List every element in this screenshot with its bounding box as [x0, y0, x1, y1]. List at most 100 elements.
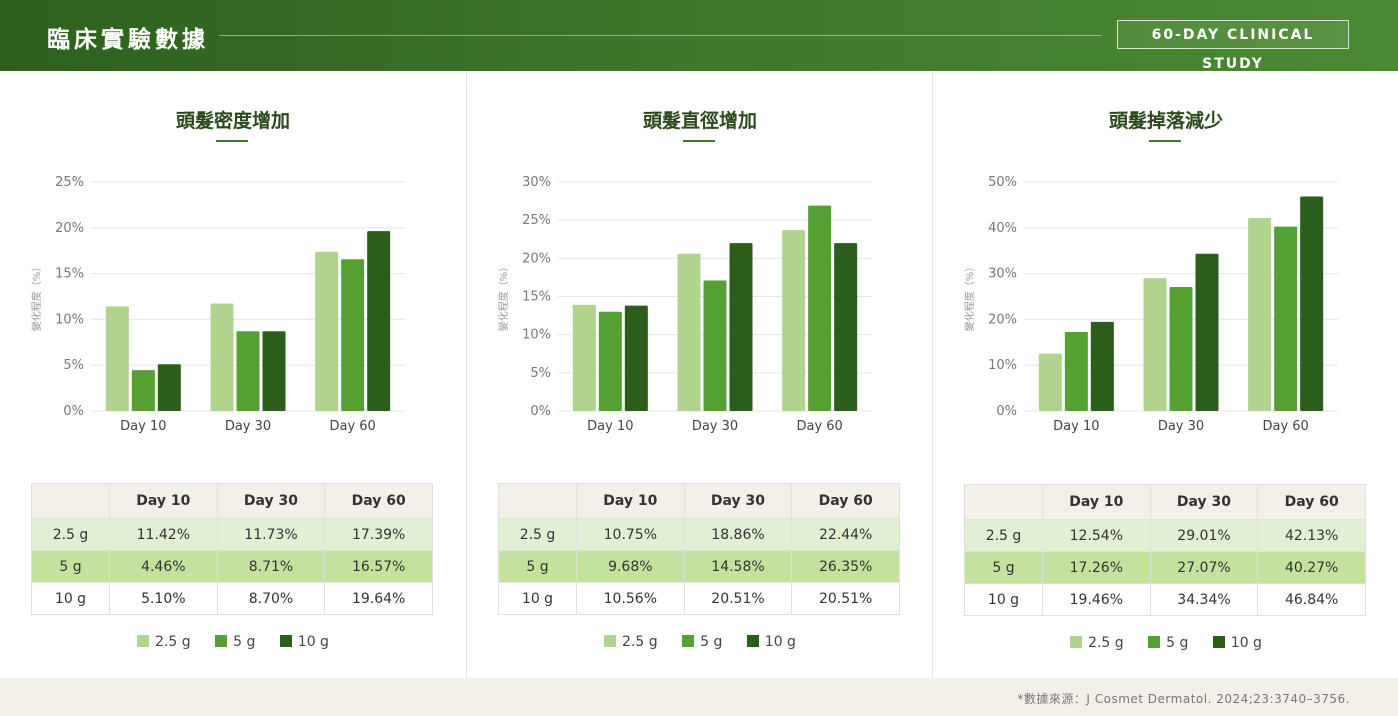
- page-title: 臨床實驗數據: [47, 27, 209, 53]
- bar: [1038, 353, 1062, 411]
- bar: [703, 280, 727, 411]
- chart-legend: 2.5 g 5 g 10 g: [933, 635, 1398, 651]
- bar: [1169, 287, 1193, 411]
- x-tick-label: Day 10: [120, 419, 166, 434]
- y-axis-label: 變化程度（%）: [30, 262, 43, 332]
- table-cell: 12.54%: [1042, 519, 1151, 552]
- table-cell: 19.64%: [324, 582, 433, 615]
- legend-swatch: [1212, 636, 1225, 648]
- legend-label: 2.5 g: [1088, 635, 1124, 651]
- row-label: 5 g: [31, 550, 110, 583]
- hairloss-chart: 0% 10% 20% 30% 40% 50% 變化程度（%） Day 10 Day 30 Day …: [963, 175, 1338, 434]
- y-tick-label: 10%: [522, 328, 551, 343]
- legend-swatch: [279, 635, 292, 647]
- bar: [677, 253, 701, 411]
- table-header: Day 30: [683, 483, 793, 519]
- panel-title: 頭髮直徑增加: [642, 110, 757, 132]
- title-underline: [683, 140, 715, 142]
- density-chart: 0% 5% 10% 15% 20% 25% 變化程度（%） Day 10 Day 30 Day 6…: [30, 175, 405, 434]
- table-cell: 11.42%: [109, 518, 218, 551]
- legend-item: 5 g: [1148, 635, 1188, 651]
- legend-item: 2.5 g: [137, 634, 191, 650]
- legend-label: 10 g: [1230, 635, 1262, 651]
- y-tick-label: 30%: [988, 267, 1017, 282]
- bar: [131, 370, 155, 411]
- table-cell: 11.73%: [216, 518, 326, 551]
- legend-swatch: [682, 635, 695, 647]
- diameter-table: Day 10 Day 30 Day 60 2.5 g 10.75% 18.86%…: [498, 483, 900, 615]
- x-tick-label: Day 30: [1158, 419, 1204, 434]
- legend-swatch: [1148, 636, 1161, 648]
- legend-item: 10 g: [279, 634, 329, 650]
- y-tick-label: 10%: [55, 312, 84, 327]
- y-tick-label: 50%: [988, 175, 1017, 190]
- legend-swatch: [604, 635, 617, 647]
- y-tick-label: 0%: [996, 404, 1017, 419]
- legend-label: 5 g: [233, 634, 256, 650]
- study-badge: 60-DAY CLINICAL STUDY: [1117, 20, 1349, 72]
- header-divider: [219, 35, 1101, 36]
- table-header: Day 10: [576, 483, 685, 519]
- panel-title: 頭髮掉落減少: [1108, 110, 1223, 132]
- table-cell: 29.01%: [1149, 519, 1259, 552]
- table-cell: 20.51%: [791, 582, 900, 615]
- legend-item: 5 g: [682, 634, 722, 650]
- bar: [367, 231, 391, 411]
- table-header: Day 30: [1149, 484, 1259, 520]
- legend-swatch: [746, 635, 759, 647]
- table-row: 10 g 5.10% 8.70% 19.64%: [31, 582, 433, 615]
- table-row: 10 g 10.56% 20.51% 20.51%: [498, 582, 900, 615]
- row-label: 2.5 g: [498, 518, 577, 551]
- table-cell: 17.26%: [1042, 551, 1151, 584]
- y-tick-label: 15%: [522, 290, 551, 305]
- panel-hair-density: 頭髮密度增加 0% 5% 10% 15% 20% 25% 變化程度（%） Day 10 Day …: [0, 71, 466, 678]
- y-tick-label: 5%: [530, 366, 551, 381]
- bar: [782, 230, 806, 411]
- y-tick-label: 25%: [522, 213, 551, 228]
- table-row: 5 g 4.46% 8.71% 16.57%: [31, 550, 433, 583]
- bar: [105, 306, 129, 411]
- bar: [1143, 278, 1167, 411]
- table-cell: 8.71%: [216, 550, 326, 583]
- bar: [1195, 253, 1219, 411]
- table-corner: [498, 483, 577, 519]
- table-row: 10 g 19.46% 34.34% 46.84%: [964, 583, 1366, 616]
- y-tick-label: 5%: [63, 358, 84, 373]
- diameter-chart: 0% 5% 10% 15% 20% 25% 30% 變化程度（%） Day 10 Day 30 Da…: [497, 175, 872, 434]
- legend-swatch: [215, 635, 228, 647]
- row-label: 10 g: [964, 583, 1043, 616]
- chart-legend: 2.5 g 5 g 10 g: [467, 634, 933, 650]
- table-cell: 20.51%: [683, 582, 793, 615]
- panel-title: 頭髮密度增加: [175, 110, 290, 132]
- table-header: Day 30: [216, 483, 326, 519]
- bar: [572, 304, 596, 411]
- legend-label: 10 g: [297, 634, 329, 650]
- table-header: Day 60: [324, 483, 433, 519]
- header-bar: 臨床實驗數據 60-DAY CLINICAL STUDY: [0, 0, 1398, 72]
- table-cell: 10.75%: [576, 518, 685, 551]
- table-cell: 22.44%: [791, 518, 900, 551]
- table-row: 2.5 g 11.42% 11.73% 17.39%: [31, 518, 433, 551]
- row-label: 2.5 g: [31, 518, 110, 551]
- legend-item: 2.5 g: [604, 634, 658, 650]
- row-label: 5 g: [498, 550, 577, 583]
- bar: [210, 303, 234, 411]
- bar: [808, 205, 832, 411]
- bar: [157, 364, 181, 411]
- table-cell: 26.35%: [791, 550, 900, 583]
- table-row: 2.5 g 10.75% 18.86% 22.44%: [498, 518, 900, 551]
- table-row: 2.5 g 12.54% 29.01% 42.13%: [964, 519, 1366, 552]
- bar: [624, 305, 648, 411]
- legend-label: 5 g: [700, 634, 723, 650]
- legend-label: 5 g: [1166, 635, 1189, 651]
- y-tick-label: 20%: [988, 312, 1017, 327]
- x-tick-label: Day 10: [1053, 419, 1099, 434]
- table-cell: 34.34%: [1149, 583, 1259, 616]
- title-underline: [216, 140, 248, 142]
- chart-legend: 2.5 g 5 g 10 g: [0, 634, 466, 650]
- table-header: Day 10: [109, 483, 218, 519]
- legend-item: 10 g: [1212, 635, 1262, 651]
- legend-label: 2.5 g: [622, 634, 658, 650]
- panel-hair-loss: 頭髮掉落減少 0% 10% 20% 30% 40% 50% 變化程度（%） Day 10 Day…: [932, 71, 1398, 678]
- y-tick-label: 25%: [55, 175, 84, 190]
